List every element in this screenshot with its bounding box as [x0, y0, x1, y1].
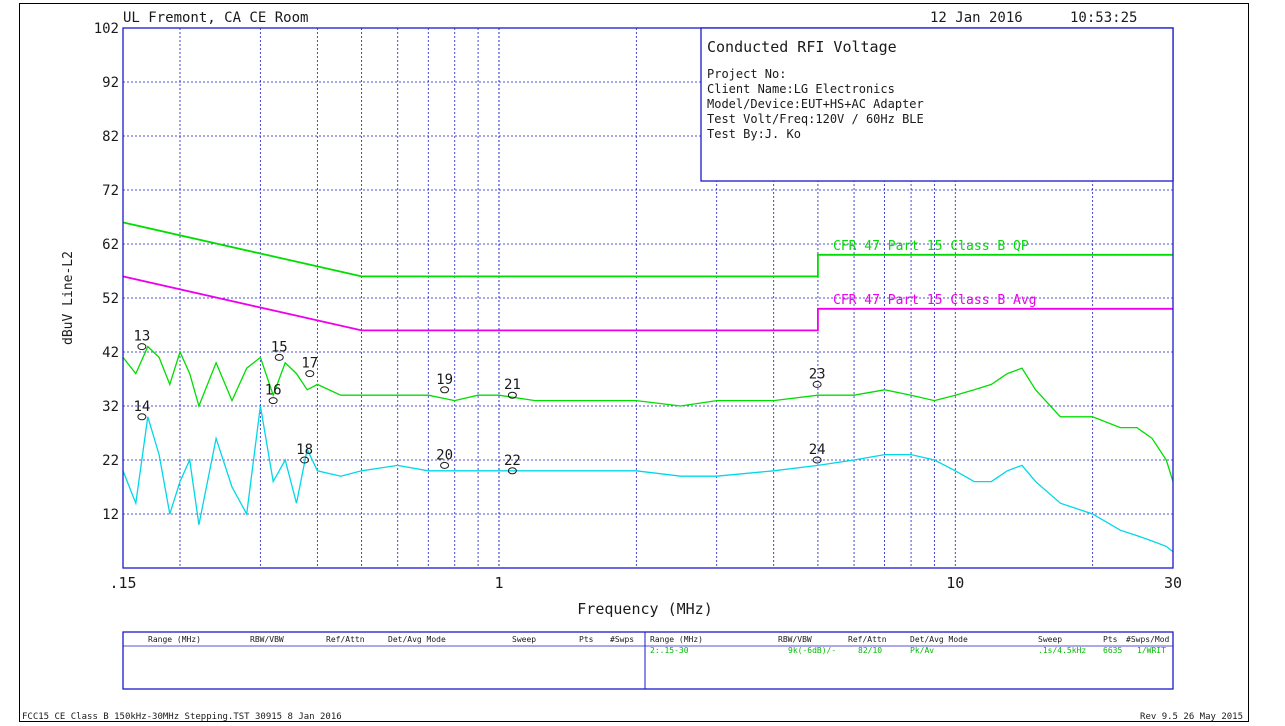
y-tick-label: 82: [102, 129, 119, 145]
settings-left-header-sweep: Sweep: [512, 635, 536, 644]
settings-left-header-range: Range (MHz): [148, 635, 201, 644]
settings-header-range: Range (MHz): [650, 635, 703, 644]
x-tick-label: 30: [1164, 574, 1182, 592]
marker-circle: [305, 370, 315, 378]
settings-header-pts: Pts: [1103, 635, 1118, 644]
marker-circle: [507, 391, 517, 399]
settings-header-sweep: Sweep: [1038, 635, 1062, 644]
y-tick-label: 42: [102, 345, 119, 361]
marker-group: 13 14 15 16 17 18 19 20 21 22 23 24: [133, 329, 826, 475]
limit-label: CFR 47 Part 15 Class B Avg: [833, 293, 1037, 308]
marker-circle: [812, 380, 822, 388]
marker-label: 18: [296, 442, 313, 458]
settings-left-header-swps: #Swps: [610, 635, 634, 644]
marker-circle: [268, 397, 278, 405]
axis-labels: 12 22 32 42 52 62 72 82 92 102 .15 1 10 30: [94, 21, 1182, 592]
y-tick-label: 12: [102, 507, 119, 523]
settings-cell-pts: 6635: [1103, 646, 1122, 655]
marker-label: 19: [436, 372, 453, 388]
x-tick-label: .15: [109, 574, 136, 592]
y-axis-title: dBuV Line-L2: [61, 251, 76, 345]
data-series: [122, 345, 1174, 553]
marker-label: 13: [133, 329, 150, 345]
site-title: UL Fremont, CA CE Room: [123, 10, 308, 26]
marker-circle: [440, 386, 450, 394]
marker-label: 23: [809, 366, 826, 382]
x-axis-title: Frequency (MHz): [577, 600, 712, 618]
settings-left-header-det: Det/Avg Mode: [388, 635, 446, 644]
settings-cell-det: Pk/Av: [910, 646, 934, 655]
marker-label: 14: [133, 399, 150, 415]
info-line-client: Client Name:LG Electronics: [707, 82, 895, 96]
y-tick-label: 52: [102, 291, 119, 307]
settings-header-rbw: RBW/VBW: [778, 635, 812, 644]
limit-lines: CFR 47 Part 15 Class B QP CFR 47 Part 15 …: [122, 221, 1173, 332]
y-tick-label: 62: [102, 237, 119, 253]
marker-circle: [300, 456, 310, 464]
peak-trace: [122, 345, 1174, 482]
y-tick-label: 72: [102, 183, 119, 199]
settings-left-header-rbw: RBW/VBW: [250, 635, 284, 644]
settings-cell-range: 2:.15-30: [650, 646, 689, 655]
settings-header-ref: Ref/Attn: [848, 635, 887, 644]
settings-left-header-ref: Ref/Attn: [326, 635, 365, 644]
info-line-project: Project No:: [707, 67, 786, 81]
marker-label: 21: [504, 377, 521, 393]
settings-cell-sweep: .1s/4.5kHz: [1038, 646, 1086, 655]
marker-circle: [137, 343, 147, 351]
info-line-tester: Test By:J. Ko: [707, 127, 801, 141]
info-box-title: Conducted RFI Voltage: [707, 38, 897, 56]
marker-label: 24: [809, 442, 826, 458]
marker-circle: [274, 353, 284, 361]
marker-circle: [137, 413, 147, 421]
settings-table: [122, 631, 1174, 690]
y-tick-label: 102: [94, 21, 119, 37]
settings-header-det: Det/Avg Mode: [910, 635, 968, 644]
test-time: 10:53:25: [1070, 10, 1137, 26]
marker-circle: [812, 456, 822, 464]
marker-circle: [507, 467, 517, 475]
y-tick-label: 22: [102, 453, 119, 469]
footer-test-file: FCC15 CE Class B 150kHz-30MHz Stepping.T…: [22, 712, 342, 722]
marker-circle: [440, 461, 450, 469]
limit-line: [122, 275, 1173, 332]
settings-cell-rbw: 9k(-6dB)/-: [788, 646, 836, 655]
y-tick-label: 92: [102, 75, 119, 91]
x-tick-label: 10: [946, 574, 964, 592]
average-trace: [122, 405, 1174, 553]
test-date: 12 Jan 2016: [930, 10, 1023, 26]
settings-header-swps: #Swps/Mod: [1126, 635, 1170, 644]
marker-label: 15: [271, 339, 288, 355]
settings-left-header-pts: Pts: [579, 635, 594, 644]
marker-label: 22: [504, 453, 521, 469]
marker-label: 17: [301, 356, 318, 372]
footer-revision: Rev 9.5 26 May 2015: [1140, 712, 1243, 722]
limit-line: [122, 221, 1173, 278]
plot-border: [122, 27, 1174, 569]
settings-cell-swps: 1/WRIT: [1137, 646, 1166, 655]
report-frame: [19, 3, 1249, 722]
info-line-volt: Test Volt/Freq:120V / 60Hz BLE: [707, 112, 924, 126]
y-tick-label: 32: [102, 399, 119, 415]
marker-label: 20: [436, 447, 453, 463]
info-line-model: Model/Device:EUT+HS+AC Adapter: [707, 97, 924, 111]
info-box: [700, 27, 1174, 182]
x-tick-label: 1: [494, 574, 503, 592]
marker-label: 16: [265, 383, 282, 399]
limit-label: CFR 47 Part 15 Class B QP: [833, 239, 1029, 254]
settings-cell-ref: 82/10: [858, 646, 882, 655]
